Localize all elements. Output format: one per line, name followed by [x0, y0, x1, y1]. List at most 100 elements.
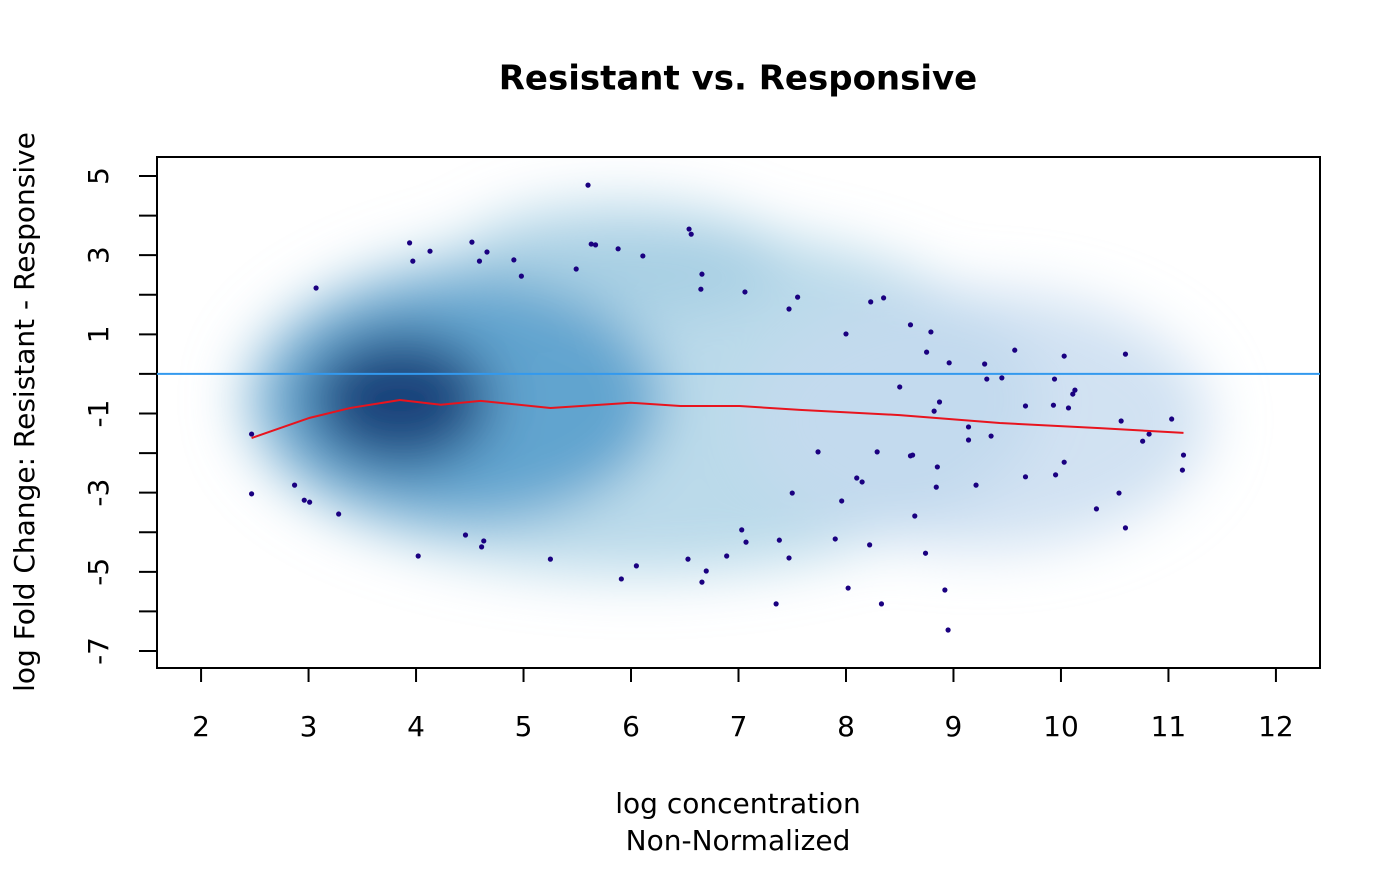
point — [1022, 403, 1029, 409]
y-tick-label: -3 — [82, 479, 115, 507]
point — [1061, 353, 1067, 359]
point — [815, 449, 821, 455]
x-tick-label: 10 — [1043, 710, 1079, 743]
point — [592, 242, 599, 248]
point — [881, 295, 887, 301]
point — [867, 542, 873, 548]
point — [618, 576, 624, 582]
point — [484, 249, 490, 255]
point — [874, 449, 880, 455]
point — [1169, 416, 1175, 422]
point — [795, 294, 801, 300]
fit-line — [251, 399, 1184, 439]
point — [1072, 387, 1078, 393]
point — [973, 482, 979, 488]
point — [1012, 347, 1018, 353]
point — [640, 253, 646, 259]
point — [547, 556, 553, 562]
point — [633, 563, 639, 569]
point — [724, 553, 730, 559]
point — [410, 258, 416, 264]
point — [248, 431, 255, 437]
subtitle: Non-Normalized — [626, 824, 851, 857]
point — [988, 433, 994, 439]
point — [843, 331, 849, 337]
point — [776, 537, 782, 543]
point — [469, 239, 475, 245]
point — [462, 532, 469, 538]
x-tick-label: 11 — [1151, 710, 1187, 743]
point — [1122, 525, 1129, 531]
density — [240, 200, 1210, 575]
point — [845, 585, 851, 591]
point — [832, 536, 838, 542]
point — [615, 246, 621, 252]
y-tick-label: 5 — [82, 167, 115, 185]
point — [789, 490, 795, 496]
point — [965, 424, 972, 430]
point — [685, 556, 691, 562]
point — [585, 182, 591, 188]
point — [965, 437, 972, 443]
point — [291, 482, 298, 488]
y-tick-label: 3 — [82, 246, 115, 264]
point — [933, 484, 939, 490]
point — [698, 286, 704, 292]
point — [1179, 467, 1186, 473]
point — [248, 491, 255, 497]
y-tick-label: 1 — [82, 325, 115, 343]
x-tick-label: 8 — [837, 710, 855, 743]
point — [931, 408, 937, 414]
point — [573, 266, 579, 272]
point — [786, 306, 792, 312]
x-tick-label: 3 — [300, 710, 318, 743]
point — [945, 627, 951, 633]
point — [854, 475, 860, 481]
point — [878, 601, 885, 607]
point — [1093, 506, 1100, 512]
point — [1052, 472, 1059, 478]
y-axis-label: log Fold Change: Resistant - Responsive — [8, 132, 41, 692]
point — [313, 285, 319, 291]
point — [1118, 418, 1124, 424]
point — [924, 349, 930, 355]
point — [912, 513, 918, 519]
point — [699, 271, 705, 277]
point — [703, 568, 709, 574]
point — [1146, 431, 1152, 437]
point — [688, 231, 694, 237]
point — [1070, 391, 1076, 397]
point — [999, 375, 1005, 381]
point — [415, 553, 421, 559]
point — [1022, 474, 1029, 480]
x-tick-label: 2 — [192, 710, 210, 743]
x-tick-label: 7 — [730, 710, 748, 743]
point — [922, 550, 929, 556]
x-tick-label: 9 — [945, 710, 963, 743]
point — [1140, 438, 1146, 444]
point — [868, 299, 874, 305]
chart-title: Resistant vs. Responsive — [499, 59, 978, 99]
y-tick-label: -5 — [82, 558, 115, 586]
point — [427, 248, 433, 254]
x-tick-label: 4 — [407, 710, 425, 743]
point — [1116, 490, 1122, 496]
point — [479, 544, 485, 550]
point — [481, 538, 487, 544]
point — [739, 527, 745, 533]
point — [307, 499, 313, 505]
point — [910, 452, 916, 458]
point — [946, 360, 952, 366]
point — [928, 329, 934, 335]
point — [984, 376, 990, 382]
point — [699, 579, 705, 585]
x-axis-label: log concentration — [615, 787, 861, 820]
point — [773, 601, 779, 607]
point — [982, 361, 988, 367]
point — [406, 240, 413, 246]
point — [511, 257, 517, 263]
point — [588, 241, 594, 247]
point — [742, 289, 748, 295]
point — [518, 273, 524, 279]
